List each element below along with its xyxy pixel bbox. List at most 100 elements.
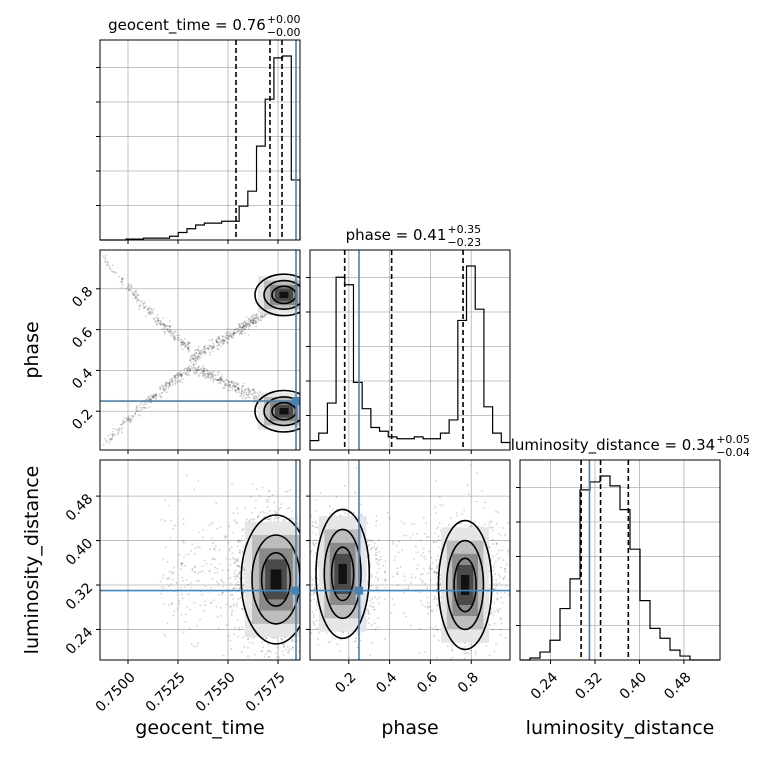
sample-point xyxy=(250,319,253,322)
sample-point xyxy=(197,355,200,358)
sample-point xyxy=(185,373,188,376)
sample-point xyxy=(134,408,137,411)
sample-point xyxy=(198,546,201,549)
sample-point xyxy=(247,327,250,330)
sample-point xyxy=(245,391,248,394)
sample-point xyxy=(156,321,158,324)
sample-point xyxy=(229,582,232,585)
sample-point xyxy=(116,429,118,432)
sample-point xyxy=(220,379,222,382)
sample-point xyxy=(114,271,117,274)
sample-point xyxy=(189,369,192,372)
sample-point xyxy=(215,339,218,342)
sample-point xyxy=(235,391,238,394)
sample-point xyxy=(248,323,251,325)
sample-point xyxy=(433,570,436,573)
sample-point xyxy=(173,330,176,333)
sample-point xyxy=(181,374,183,376)
sample-point xyxy=(315,509,318,512)
sample-point xyxy=(186,374,189,377)
sample-point xyxy=(352,666,354,668)
sample-point xyxy=(301,560,303,562)
sample-point xyxy=(238,565,240,568)
sample-point xyxy=(157,322,160,325)
sample-point xyxy=(236,388,239,391)
sample-point xyxy=(187,350,190,353)
sample-point xyxy=(474,652,477,655)
sample-point xyxy=(435,572,438,575)
sample-point xyxy=(221,376,224,378)
sample-point xyxy=(221,340,224,343)
sample-point xyxy=(206,372,209,375)
sample-point xyxy=(250,321,253,324)
sample-point xyxy=(495,582,498,585)
sample-point xyxy=(102,443,105,446)
sample-point xyxy=(193,353,196,356)
sample-point xyxy=(239,332,242,335)
sample-point xyxy=(189,357,192,359)
sample-point xyxy=(504,637,507,640)
sample-point xyxy=(189,608,191,611)
sample-point xyxy=(287,651,290,654)
sample-point xyxy=(152,396,155,398)
sample-point xyxy=(234,389,237,392)
sample-point xyxy=(164,331,167,333)
sample-point xyxy=(253,401,256,404)
sample-point xyxy=(197,366,200,369)
sample-point xyxy=(173,375,176,378)
sample-point xyxy=(180,375,183,378)
sample-point xyxy=(152,396,155,399)
sample-point xyxy=(506,548,509,551)
sample-point xyxy=(221,591,224,594)
sample-point xyxy=(199,618,201,621)
sample-point xyxy=(253,319,256,322)
sample-point xyxy=(286,490,289,493)
sample-point xyxy=(184,564,187,567)
sample-point xyxy=(230,614,233,617)
sample-point xyxy=(376,571,379,574)
sample-point xyxy=(424,532,426,535)
sample-point xyxy=(410,582,412,584)
sample-point xyxy=(294,682,296,684)
sample-point xyxy=(436,566,438,568)
scatter-panel-phase-vs-luminosity_distance xyxy=(306,459,511,668)
sample-point xyxy=(146,309,149,312)
sample-point xyxy=(225,383,228,386)
sample-point xyxy=(282,519,285,522)
sample-point xyxy=(207,372,209,374)
sample-point xyxy=(193,601,196,604)
title-main: geocent_time = 0.76 xyxy=(108,16,266,35)
sample-point xyxy=(231,609,234,612)
sample-point xyxy=(187,342,190,345)
sample-point xyxy=(164,520,167,522)
sample-point xyxy=(467,492,470,495)
sample-point xyxy=(384,580,387,583)
sample-point xyxy=(253,518,256,520)
sample-point xyxy=(396,567,399,570)
sample-point xyxy=(227,577,230,580)
sample-point xyxy=(163,587,165,590)
sample-point xyxy=(234,328,237,331)
sample-point xyxy=(186,367,189,370)
sample-point xyxy=(490,611,493,614)
sample-point xyxy=(217,379,220,382)
sample-point xyxy=(499,534,502,536)
sample-point xyxy=(255,317,258,320)
sample-point xyxy=(396,584,399,586)
sample-point xyxy=(422,516,425,519)
sample-point xyxy=(153,317,156,320)
sample-point xyxy=(282,646,285,649)
sample-point xyxy=(160,384,163,387)
sample-point xyxy=(236,545,239,548)
sample-point xyxy=(301,528,303,530)
sample-point xyxy=(229,330,232,333)
sample-point xyxy=(227,569,230,572)
sample-point xyxy=(252,388,255,391)
sample-point xyxy=(199,368,202,371)
sample-point xyxy=(401,549,403,552)
sample-point xyxy=(198,368,201,371)
sample-point xyxy=(239,324,242,327)
sample-point xyxy=(490,608,493,611)
sample-point xyxy=(171,379,174,382)
